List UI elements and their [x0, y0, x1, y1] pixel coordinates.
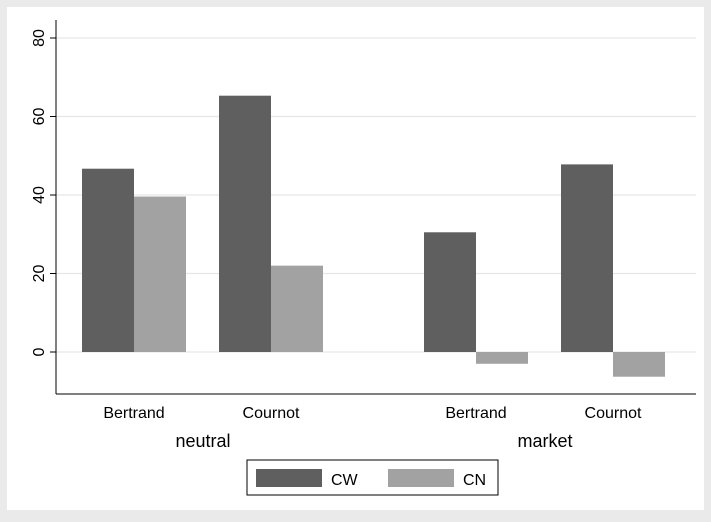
x-category-label: Bertrand: [103, 405, 164, 422]
bar-cw: [561, 164, 613, 352]
bar-cn: [271, 265, 323, 352]
y-tick-label: 0: [31, 347, 48, 356]
legend-label-cw: CW: [331, 472, 359, 489]
y-tick-label: 60: [31, 108, 48, 126]
bar-cn: [613, 352, 665, 377]
x-category-label: Bertrand: [445, 405, 506, 422]
bar-cn: [476, 352, 528, 364]
legend-swatch-cw: [256, 469, 322, 487]
y-tick-label: 80: [31, 29, 48, 47]
bar-cw: [82, 168, 134, 352]
legend-swatch-cn: [388, 469, 454, 487]
legend: CW CN: [246, 459, 499, 496]
axis-labels: 0 20 40 60 80 Bertrand Cournot Bertrand Cournot n…: [31, 29, 642, 451]
x-category-label: Cournot: [243, 405, 300, 422]
bar-cn: [134, 196, 186, 352]
legend-label-cn: CN: [463, 472, 486, 489]
x-group-label: market: [517, 431, 572, 451]
bars: [82, 95, 665, 377]
axes: [55, 20, 696, 395]
y-tick-label: 20: [31, 265, 48, 283]
x-group-label: neutral: [175, 431, 230, 451]
bar-cw: [219, 95, 271, 352]
y-tick-label: 40: [31, 186, 48, 204]
bar-cw: [424, 232, 476, 352]
x-category-label: Cournot: [585, 405, 642, 422]
